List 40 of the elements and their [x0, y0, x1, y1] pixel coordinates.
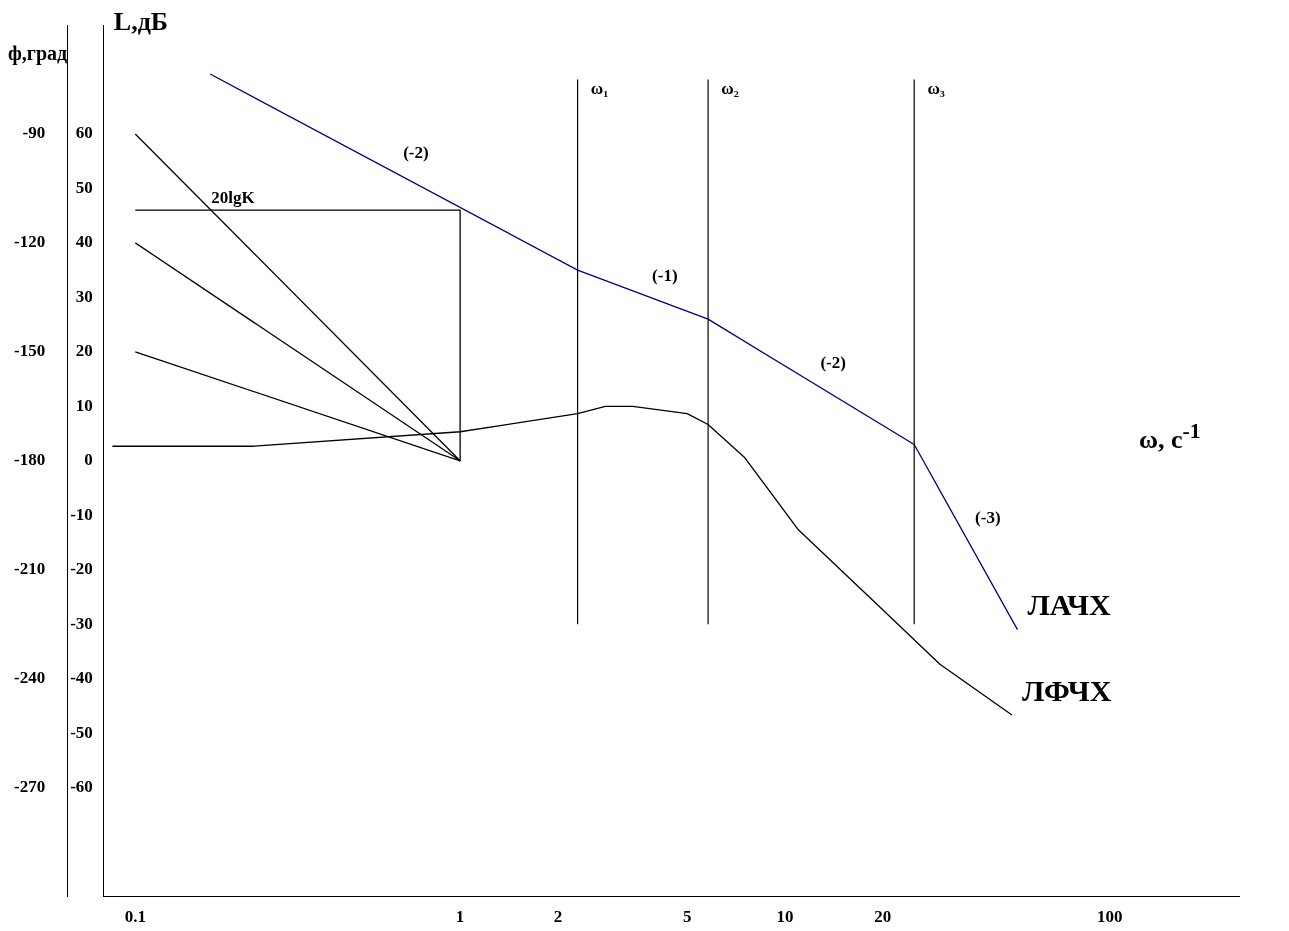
ref-line-label: ω₁: [590, 78, 609, 98]
ref-line-label: ω₃: [927, 78, 945, 98]
y2-tick-label: -210: [13, 559, 46, 579]
x-tick-label: 20: [874, 907, 892, 927]
series-label: ЛАЧХ: [1027, 588, 1111, 622]
x-tick-label: 0.1: [124, 907, 146, 927]
y2-axis-title: ф,град: [8, 42, 68, 66]
y2-tick-label: -270: [13, 777, 46, 797]
annotation: (-2): [820, 353, 846, 373]
y2-tick-label: -120: [13, 232, 46, 252]
y2-tick-label: -90: [22, 123, 46, 143]
x-tick-label: 5: [682, 907, 692, 927]
y-tick-label: 30: [75, 286, 93, 306]
annotation: (-3): [975, 508, 1001, 528]
x-tick-label: 2: [553, 907, 563, 927]
y-tick-label: 0: [84, 450, 93, 470]
y2-tick-label: -240: [13, 668, 46, 688]
y-tick-label: 40: [75, 232, 93, 252]
y-tick-label: 50: [75, 177, 93, 197]
y-axis-title: L,дБ: [113, 6, 169, 36]
y-tick-label: -30: [70, 613, 93, 633]
y-tick-label: -10: [70, 504, 93, 524]
x-tick-label: 10: [776, 907, 794, 927]
annotation: (-1): [652, 266, 678, 286]
series-label: ЛФЧХ: [1021, 673, 1112, 707]
x-tick-label: 1: [455, 907, 465, 927]
y-tick-label: 20: [75, 341, 93, 361]
y-tick-label: -20: [70, 559, 93, 579]
y-tick-label: -60: [70, 777, 93, 797]
annotation: 20lgK: [211, 187, 256, 207]
x-axis-title: ω, c$^{-1}$: [1139, 418, 1201, 455]
annotation: (-2): [403, 143, 429, 163]
y2-tick-label: -150: [13, 341, 46, 361]
x-tick-label: 100: [1096, 907, 1123, 927]
ref-line-label: ω₂: [721, 78, 739, 98]
y-tick-label: -50: [70, 722, 93, 742]
y2-tick-label: -180: [13, 450, 46, 470]
y-tick-label: 60: [75, 123, 93, 143]
y-tick-label: -40: [70, 668, 93, 688]
y-tick-label: 10: [75, 395, 93, 415]
